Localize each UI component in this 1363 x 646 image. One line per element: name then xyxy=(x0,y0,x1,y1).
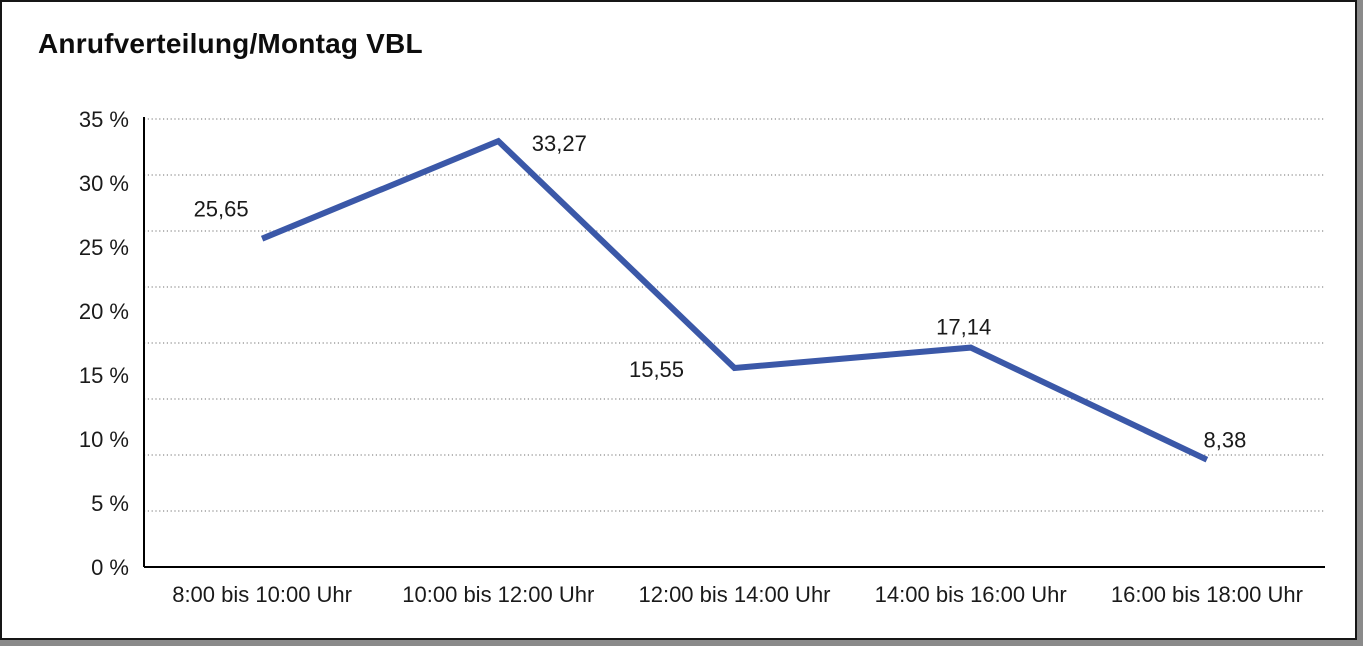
series-line xyxy=(260,137,1209,463)
x-category-label: 12:00 bis 14:00 Uhr xyxy=(638,582,830,607)
y-tick-label: 30 % xyxy=(79,171,129,196)
data-label: 17,14 xyxy=(936,315,991,340)
y-tick-label: 10 % xyxy=(79,427,129,452)
data-label: 25,65 xyxy=(194,197,249,222)
x-category-label: 8:00 bis 10:00 Uhr xyxy=(172,582,352,607)
y-tick-label: 5 % xyxy=(91,491,129,516)
data-label: 8,38 xyxy=(1203,428,1246,453)
chart-title: Anrufverteilung/Montag VBL xyxy=(38,28,423,59)
x-category-label: 14:00 bis 16:00 Uhr xyxy=(875,582,1067,607)
y-tick-label: 0 % xyxy=(91,555,129,580)
data-label: 33,27 xyxy=(532,131,587,156)
data-label: 15,55 xyxy=(629,357,684,382)
x-category-label: 16:00 bis 18:00 Uhr xyxy=(1111,582,1303,607)
x-category-label: 10:00 bis 12:00 Uhr xyxy=(402,582,594,607)
y-tick-label: 35 % xyxy=(79,107,129,132)
y-tick-label: 20 % xyxy=(79,299,129,324)
y-tick-label: 15 % xyxy=(79,363,129,388)
y-tick-label: 25 % xyxy=(79,235,129,260)
